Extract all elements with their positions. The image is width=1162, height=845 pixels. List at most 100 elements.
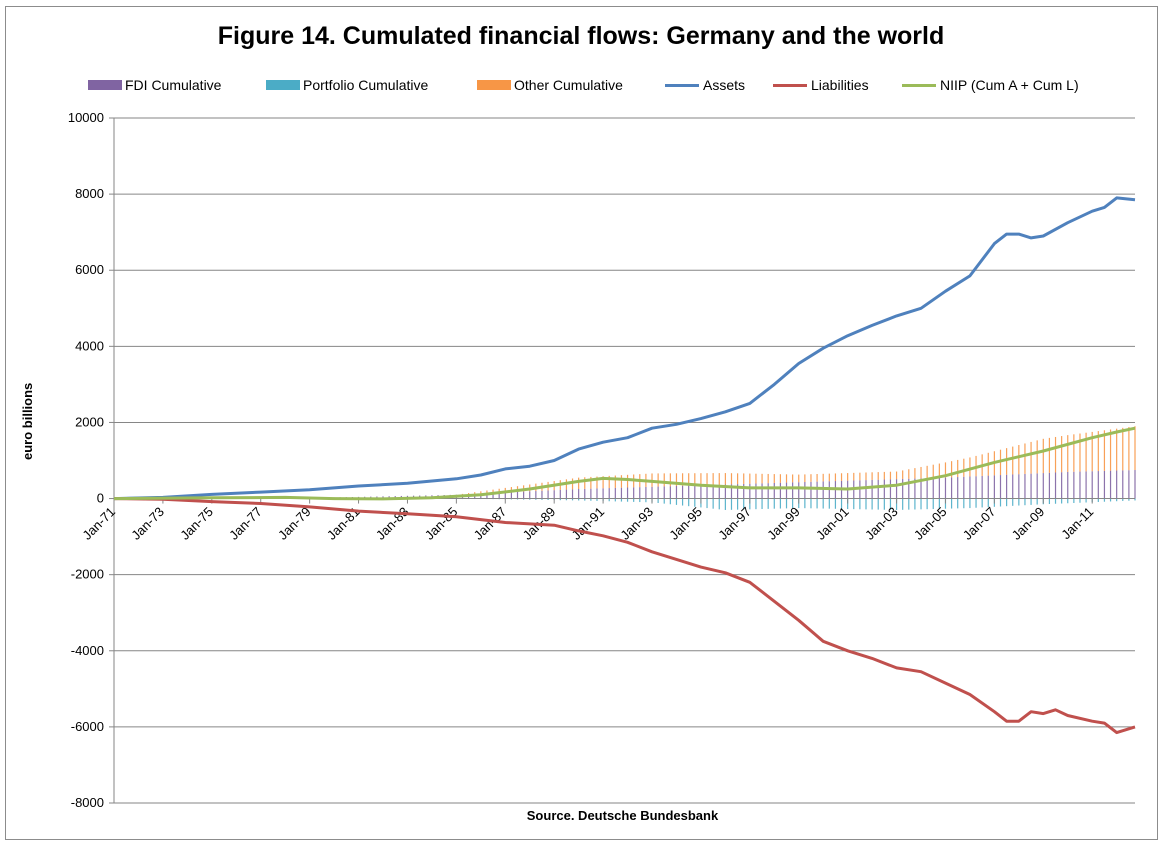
bar-other [712,473,714,485]
y-tick-label: -8000 [71,795,104,810]
bar-fdi [908,478,910,499]
y-tick-label: 10000 [68,110,104,125]
bar-portfolio [767,498,769,509]
bar-portfolio [828,498,830,509]
bar-fdi [785,482,788,499]
bar-fdi [767,483,769,499]
bar-fdi [535,491,537,499]
bar-other [1122,427,1124,471]
bar-fdi [822,481,824,499]
bar-portfolio [1073,498,1075,503]
bar-fdi [1116,470,1118,499]
x-tick-label: Jan-03 [862,504,901,543]
bar-other [1085,432,1087,472]
bar-fdi [963,476,965,499]
bar-other [461,493,464,495]
bar-other [755,473,757,484]
y-tick-label: 8000 [75,186,104,201]
bar-portfolio [920,498,922,510]
bar-portfolio [614,498,616,502]
bar-portfolio [895,498,898,510]
y-tick-label: 0 [97,491,104,506]
bar-other [798,474,800,483]
legend-item-niip: NIIP (Cum A + Cum L) [902,75,1079,95]
bar-portfolio [804,498,806,509]
bar-other [847,473,849,481]
bar-fdi [645,486,647,499]
bar-other [895,471,898,480]
legend-label-portfolio: Portfolio Cumulative [303,77,429,93]
bar-other [1061,436,1063,473]
bar-fdi [944,477,947,499]
series-line-assets [113,196,1136,501]
bar-portfolio [626,498,629,502]
bar-fdi [718,484,720,499]
bar-fdi [779,482,782,499]
bar-fdi [804,482,806,499]
bar-portfolio [639,498,641,503]
bar-other [681,473,684,486]
bar-other [1091,431,1093,472]
x-tick-label: Jan-95 [666,504,705,543]
bar-other [853,472,855,481]
bar-fdi [510,492,512,499]
bar-fdi [620,487,623,499]
bar-fdi [492,493,494,499]
bar-other [834,473,837,482]
bar-portfolio [584,498,586,501]
bar-fdi [926,478,928,499]
bar-fdi [957,477,959,499]
bar-other [779,474,782,483]
bar-fdi [987,475,989,499]
bar-other [950,461,953,478]
bar-other [1006,448,1008,475]
bar-fdi [529,491,531,499]
x-tick-label: Jan-99 [764,504,803,543]
bar-fdi [1079,471,1081,499]
bar-other [480,491,482,494]
bar-other [963,458,965,477]
x-tick-label: Jan-77 [226,504,265,543]
bar-portfolio [596,498,598,501]
bar-portfolio [761,498,763,510]
bar-fdi [999,475,1002,499]
bar-fdi [932,478,934,499]
bar-portfolio [1030,498,1032,505]
bar-fdi [902,478,904,499]
bar-other [486,490,488,494]
bar-fdi [975,476,977,499]
bar-portfolio [1134,498,1136,501]
bar-fdi [553,490,555,499]
bar-other [865,472,867,481]
bar-fdi [1030,473,1032,499]
bar-portfolio [779,498,782,509]
bar-other [859,472,861,481]
bar-fdi [938,477,940,499]
bar-other [620,475,623,488]
bar-other [694,473,696,486]
bar-fdi [1054,472,1057,499]
bar-portfolio [541,498,543,500]
bar-portfolio [914,498,916,510]
bar-fdi [1085,471,1087,499]
bar-fdi [761,483,763,499]
bar-other [761,473,763,484]
bar-fdi [1128,470,1130,499]
bar-portfolio [620,498,623,502]
bar-other [737,473,739,485]
bar-other [1048,437,1051,473]
bar-fdi [1134,470,1136,499]
bar-portfolio [737,498,739,510]
x-tick-label: Jan-75 [177,504,216,543]
bar-other [969,457,971,477]
bar-other [871,472,873,480]
bar-other [938,463,940,478]
x-tick-label: Jan-93 [617,504,656,543]
bar-other [902,470,904,479]
bar-portfolio [559,498,561,501]
bar-fdi [773,482,775,499]
bar-fdi [792,482,794,499]
bar-fdi [749,483,751,499]
bar-fdi [669,486,671,499]
chart-title: Figure 14. Cumulated financial flows: Ge… [217,22,945,50]
